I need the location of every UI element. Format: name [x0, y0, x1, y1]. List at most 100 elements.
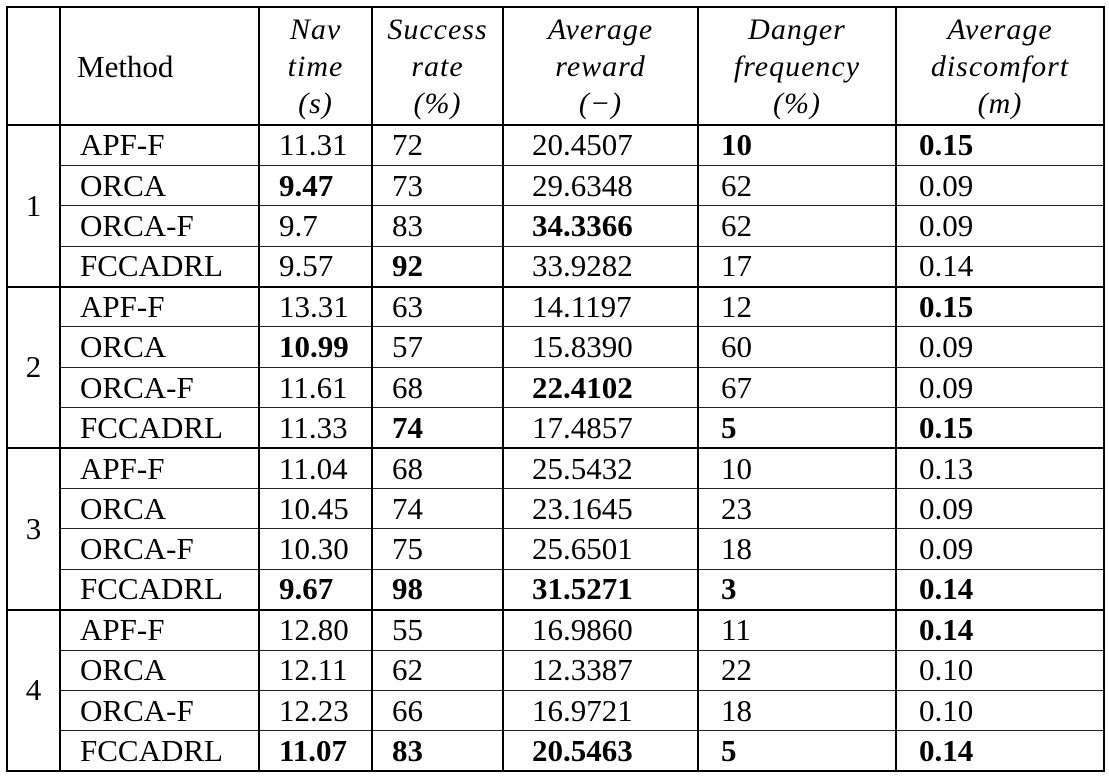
results-table-container: Method Nav time (s) Success rate (%) Ave…	[6, 6, 1105, 773]
cell-nav-time: 11.61	[258, 367, 372, 409]
cell-average-reward: 23.1645	[502, 488, 698, 530]
cell-success-rate: 68	[371, 367, 503, 409]
cell-success-rate: 62	[371, 650, 503, 691]
cell-average-discomfort: 0.15	[895, 407, 1104, 450]
header-average-discomfort: Average discomfort (m)	[895, 7, 1104, 126]
header-row: Method Nav time (s) Success rate (%) Ave…	[6, 7, 1104, 126]
cell-average-discomfort: 0.10	[895, 690, 1104, 732]
table-row: FCCADRL 11.33 74 17.4857 5 0.15	[7, 407, 1104, 450]
method-comparison-table: Method Nav time (s) Success rate (%) Ave…	[6, 6, 1105, 773]
cell-method: APF-F	[59, 448, 259, 490]
header-line: time	[287, 49, 344, 83]
cell-nav-time: 9.57	[258, 246, 372, 288]
header-unit: (%)	[413, 86, 462, 120]
cell-nav-time: 12.23	[258, 690, 372, 732]
cell-average-discomfort: 0.09	[895, 205, 1104, 247]
cell-nav-time: 9.67	[258, 569, 372, 611]
cell-method: FCCADRL	[59, 246, 259, 288]
cell-danger-frequency: 18	[697, 528, 896, 570]
header-unit: (m)	[977, 86, 1023, 120]
cell-danger-frequency: 23	[697, 488, 896, 530]
corner-cell	[6, 7, 60, 126]
header-unit: (%)	[773, 86, 821, 120]
cell-nav-time: 10.99	[258, 326, 372, 368]
cell-average-discomfort: 0.10	[895, 650, 1104, 691]
cell-success-rate: 66	[371, 690, 503, 732]
cell-method: ORCA-F	[59, 367, 259, 409]
cell-success-rate: 57	[371, 326, 503, 368]
cell-danger-frequency: 18	[697, 690, 896, 732]
header-line: Success	[387, 12, 488, 46]
header-method: Method	[59, 7, 259, 126]
cell-method: APF-F	[59, 286, 259, 328]
header-danger-frequency: Danger frequency (%)	[697, 7, 896, 126]
table-row: FCCADRL 9.57 92 33.9282 17 0.14	[7, 246, 1104, 288]
cell-success-rate: 98	[371, 569, 503, 611]
cell-danger-frequency: 5	[697, 730, 896, 773]
cell-nav-time: 11.31	[258, 125, 372, 166]
cell-average-reward: 31.5271	[502, 569, 698, 611]
cell-method: ORCA	[59, 326, 259, 368]
cell-average-reward: 34.3366	[502, 205, 698, 247]
cell-average-reward: 29.6348	[502, 165, 698, 207]
cell-success-rate: 83	[371, 730, 503, 773]
table-row: 1 APF-F 11.31 72 20.4507 10 0.15	[6, 125, 1104, 288]
table-row: ORCA 12.11 62 12.3387 22 0.10	[7, 650, 1104, 691]
cell-danger-frequency: 22	[697, 650, 896, 691]
cell-nav-time: 12.80	[258, 609, 372, 651]
cell-average-reward: 22.4102	[502, 367, 698, 409]
cell-average-discomfort: 0.14	[895, 609, 1104, 651]
cell-success-rate: 74	[371, 488, 503, 530]
cell-average-reward: 16.9721	[502, 690, 698, 732]
header-line: Average	[547, 12, 654, 46]
cell-nav-time: 9.47	[258, 165, 372, 207]
cell-nav-time: 10.45	[258, 488, 372, 530]
cell-danger-frequency: 62	[697, 165, 896, 207]
cell-method: ORCA	[59, 165, 259, 207]
cell-method: ORCA	[59, 650, 259, 691]
cell-method: ORCA-F	[59, 528, 259, 570]
group-number-cell: 1	[6, 125, 60, 288]
cell-danger-frequency: 10	[697, 125, 896, 166]
cell-average-reward: 20.5463	[502, 730, 698, 773]
cell-nav-time: 12.11	[258, 650, 372, 691]
cell-average-reward: 17.4857	[502, 407, 698, 450]
cell-method: ORCA-F	[59, 205, 259, 247]
cell-method: FCCADRL	[59, 407, 259, 450]
cell-average-reward: 16.9860	[502, 609, 698, 651]
cell-success-rate: 63	[371, 286, 503, 328]
cell-average-reward: 15.8390	[502, 326, 698, 368]
cell-nav-time: 10.30	[258, 528, 372, 570]
header-nav-time: Nav time (s)	[258, 7, 372, 126]
cell-danger-frequency: 60	[697, 326, 896, 368]
cell-nav-time: 11.07	[258, 730, 372, 773]
cell-nav-time: 11.04	[258, 448, 372, 490]
cell-method: FCCADRL	[59, 730, 259, 773]
header-line: discomfort	[930, 49, 1070, 83]
cell-average-discomfort: 0.14	[895, 246, 1104, 288]
header-line: rate	[411, 49, 464, 83]
cell-success-rate: 68	[371, 448, 503, 490]
table-row: ORCA-F 10.30 75 25.6501 18 0.09	[7, 528, 1104, 570]
header-average-reward: Average reward (−)	[502, 7, 698, 126]
cell-method: APF-F	[59, 125, 259, 166]
group-number-cell: 3	[6, 448, 60, 611]
table-row: ORCA-F 12.23 66 16.9721 18 0.10	[7, 690, 1104, 732]
table-row: 2 APF-F 13.31 63 14.1197 12 0.15	[6, 286, 1104, 450]
table-row: 3 APF-F 11.04 68 25.5432 10 0.13	[6, 448, 1104, 611]
cell-average-discomfort: 0.14	[895, 569, 1104, 611]
cell-success-rate: 55	[371, 609, 503, 651]
table-row: ORCA-F 11.61 68 22.4102 67 0.09	[7, 367, 1104, 409]
header-line: reward	[555, 49, 646, 83]
header-line: Danger	[748, 12, 846, 46]
table-row: ORCA-F 9.7 83 34.3366 62 0.09	[7, 205, 1104, 247]
cell-average-discomfort: 0.13	[895, 448, 1104, 490]
header-unit: (s)	[298, 86, 333, 120]
table-row: FCCADRL 9.67 98 31.5271 3 0.14	[7, 569, 1104, 611]
cell-danger-frequency: 12	[697, 286, 896, 328]
cell-method: ORCA	[59, 488, 259, 530]
cell-average-discomfort: 0.09	[895, 326, 1104, 368]
cell-average-discomfort: 0.09	[895, 488, 1104, 530]
cell-method: APF-F	[59, 609, 259, 651]
cell-average-reward: 20.4507	[502, 125, 698, 166]
